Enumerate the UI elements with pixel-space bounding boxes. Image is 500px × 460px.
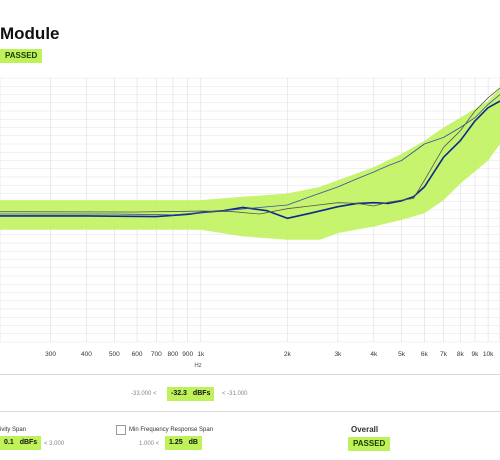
sensitivity-limit: < 3.000 [44, 441, 65, 447]
x-tick-label: 7k [440, 351, 448, 358]
freq-span-unit: dB [188, 439, 198, 446]
tolerance-band [0, 87, 500, 240]
x-tick-label: 10k [483, 351, 494, 358]
chart-icon [116, 425, 126, 435]
level-unit: dBFs [192, 390, 211, 397]
x-axis-label: Hz [194, 363, 201, 369]
overall-status-badge: PASSED [348, 437, 391, 451]
x-tick-label: 1k [197, 351, 205, 358]
level-number: -32.3 [171, 390, 187, 397]
x-tick-label: 4k [370, 351, 378, 358]
series-line-2 [0, 94, 500, 216]
sensitivity-span-value: 0.1 dBFs [0, 436, 42, 450]
level-max-text: < -31.000 [222, 391, 248, 397]
tolerance-area [0, 87, 500, 240]
overall-label: Overall [351, 425, 379, 434]
divider [0, 411, 500, 412]
x-tick-label: 600 [132, 351, 143, 358]
x-tick-label: 8k [457, 351, 465, 358]
x-tick-label: 9k [472, 351, 480, 358]
x-tick-label: 700 [151, 351, 162, 358]
divider [0, 374, 500, 375]
level-value: -32.3 dBFs [167, 387, 215, 401]
chart-series [0, 87, 500, 220]
x-tick-label: 3k [334, 351, 342, 358]
freq-span-number: 1.25 [169, 439, 183, 446]
x-tick-label: 900 [182, 351, 193, 358]
status-badge: PASSED [0, 49, 43, 63]
freq-span-value: 1.25 dB [165, 436, 202, 450]
freq-span-limit: 1.000 < [139, 441, 160, 447]
sensitivity-number: 0.1 [4, 439, 14, 446]
x-tick-label: 500 [109, 351, 120, 358]
sensitivity-unit: dBFs [19, 439, 38, 446]
x-tick-label: 400 [81, 351, 92, 358]
freq-span-label: Min Frequency Response Span [129, 427, 214, 433]
x-tick-label: 5k [398, 351, 406, 358]
level-min-text: -33.000 < [131, 391, 157, 397]
x-axis-ticks: 300 400 500 600 700 800 900 1k 2k 3k 4k 5k 6k 7k 8k 9k 1… [45, 351, 494, 358]
frequency-response-chart: 300 400 500 600 700 800 900 1k 2k 3k 4k 5k 6k 7k 8k 9k 1… [0, 77, 500, 369]
series-line-3 [0, 87, 500, 215]
sensitivity-span-label: ivity Span [0, 427, 27, 433]
x-tick-label: 800 [168, 351, 179, 358]
x-tick-label: 300 [45, 351, 56, 358]
page-title: Module [0, 24, 60, 43]
x-tick-label: 6k [421, 351, 429, 358]
x-tick-label: 2k [284, 351, 292, 358]
